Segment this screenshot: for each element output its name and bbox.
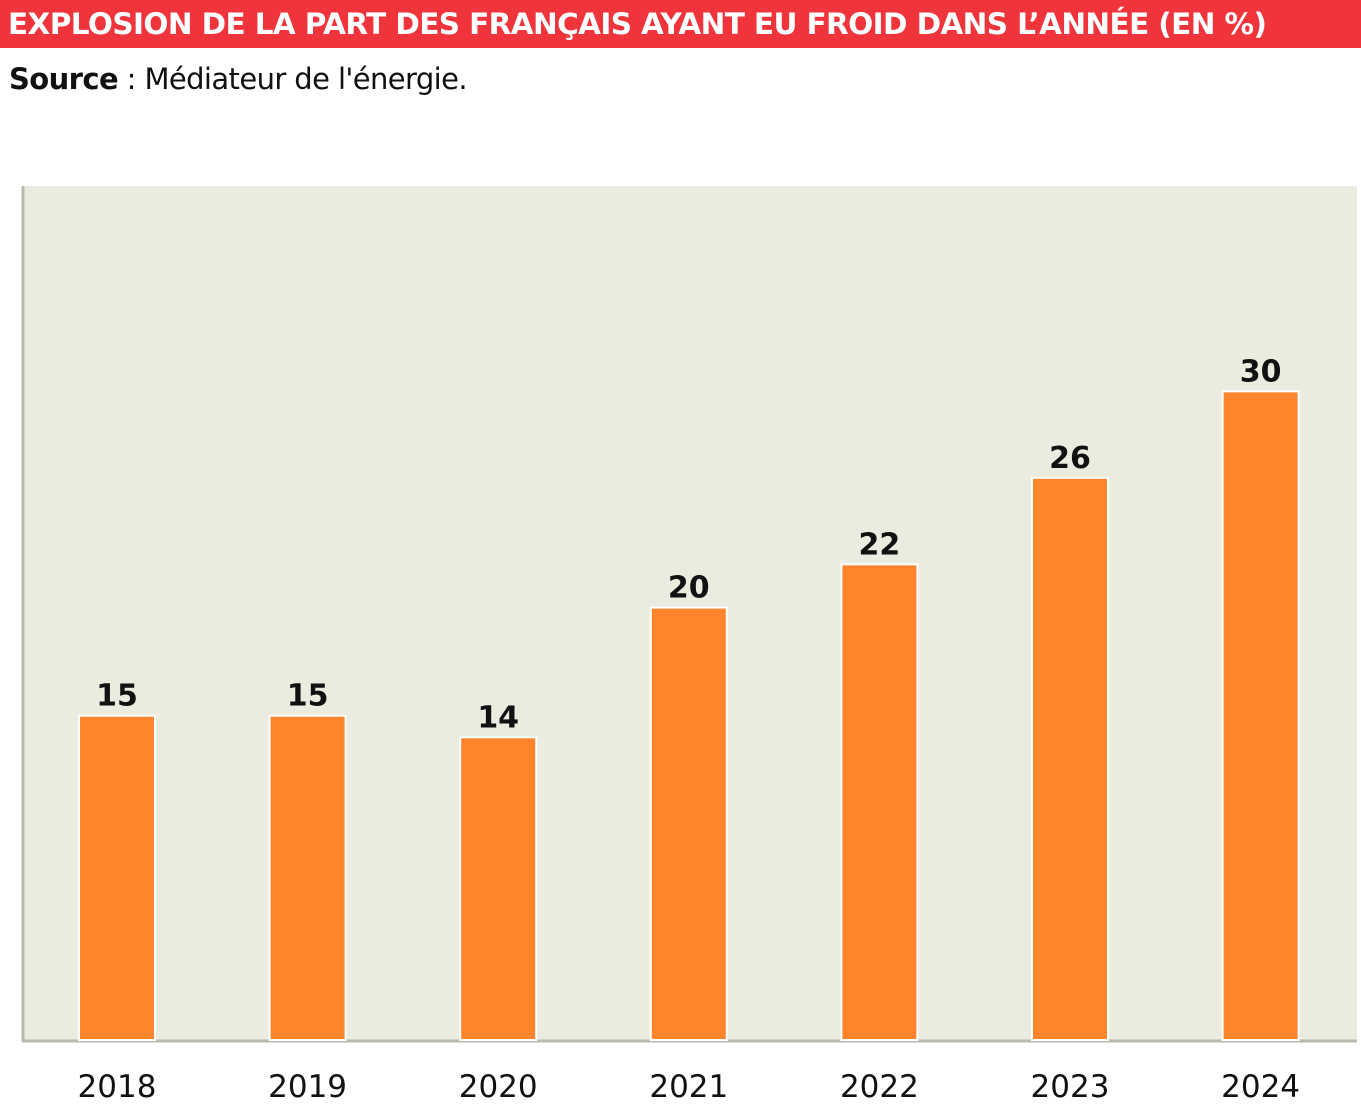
bar-value-label-2023: 26 [1049,441,1091,476]
x-tick-label-2024: 2024 [1221,1069,1300,1105]
bar-value-label-2020: 14 [477,700,519,735]
bars-group [78,390,1300,1042]
x-tick-label-2023: 2023 [1031,1069,1110,1105]
x-tick-label-2019: 2019 [268,1069,347,1105]
bar-2024 [1221,390,1300,1041]
bar-2022 [840,563,919,1041]
bar-2018 [78,714,156,1042]
source-label: Source [9,62,119,96]
x-tick-label-2021: 2021 [649,1069,728,1105]
bar-2021 [649,606,728,1041]
source-text: Médiateur de l'énergie. [144,62,467,96]
bar-2020 [459,736,538,1041]
bar-value-label-2019: 15 [287,679,329,714]
chart-title: EXPLOSION DE LA PART DES FRANÇAIS AYANT … [8,7,1267,41]
source-separator: : [118,62,145,96]
x-tick-label-2022: 2022 [840,1069,919,1105]
value-labels-group: 15 15 14 20 22 26 30 [96,354,1281,735]
x-tick-labels-group: 2018 2019 2020 2021 2022 2023 2024 [78,1069,1301,1105]
bar-value-label-2024: 30 [1240,354,1282,389]
bar-value-label-2022: 22 [859,527,901,562]
source-line: Source : Médiateur de l'énergie. [9,62,468,96]
bar-value-label-2018: 15 [96,679,138,714]
bar-value-label-2021: 20 [668,571,710,606]
x-tick-label-2018: 2018 [78,1069,157,1105]
x-tick-label-2020: 2020 [459,1069,538,1105]
bar-2023 [1031,476,1109,1041]
title-banner: EXPLOSION DE LA PART DES FRANÇAIS AYANT … [0,0,1361,48]
bar-2019 [268,714,347,1042]
